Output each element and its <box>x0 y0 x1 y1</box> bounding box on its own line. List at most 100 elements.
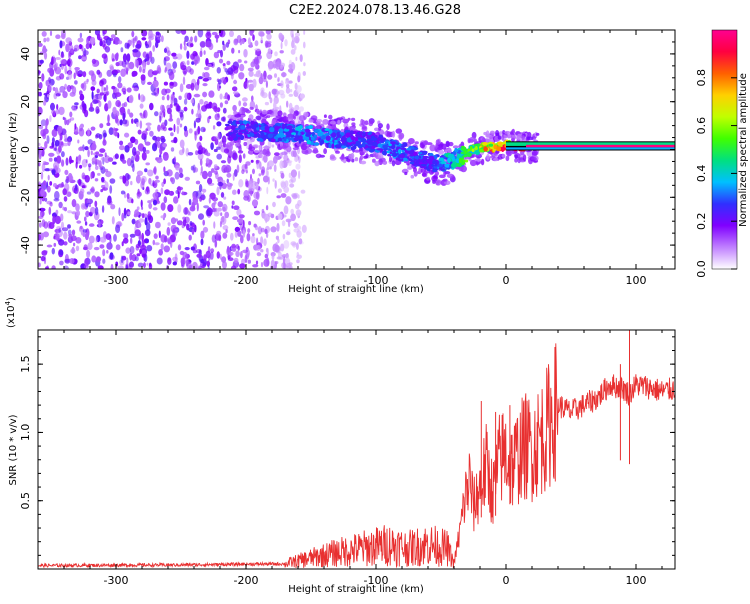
noise-speckle <box>219 221 222 228</box>
snr-scale-prefix: (x10 <box>6 305 17 328</box>
noise-speckle <box>200 238 204 246</box>
ridge-halo <box>323 114 327 118</box>
ridge-halo <box>234 114 242 118</box>
noise-speckle <box>264 228 268 234</box>
noise-speckle <box>97 172 101 176</box>
noise-speckle <box>195 190 202 199</box>
ridge-point <box>456 158 460 164</box>
noise-speckle <box>183 125 188 132</box>
noise-speckle <box>207 177 213 185</box>
noise-speckle <box>49 115 52 123</box>
noise-speckle <box>189 68 194 75</box>
noise-speckle <box>192 250 198 254</box>
noise-speckle <box>86 191 92 195</box>
noise-speckle <box>222 63 226 67</box>
noise-speckle <box>163 178 167 185</box>
noise-speckle <box>105 233 112 241</box>
noise-speckle <box>114 53 119 62</box>
noise-speckle <box>271 254 275 261</box>
noise-speckle <box>207 76 212 81</box>
noise-speckle <box>289 183 295 188</box>
noise-speckle <box>199 158 203 166</box>
noise-speckle <box>179 83 184 93</box>
noise-speckle <box>74 102 79 106</box>
noise-speckle <box>120 190 126 195</box>
noise-speckle <box>150 56 155 64</box>
noise-speckle <box>91 71 94 77</box>
noise-speckle <box>44 141 48 149</box>
noise-speckle <box>258 153 263 159</box>
noise-speckle <box>247 259 251 264</box>
noise-speckle <box>54 62 58 69</box>
noise-speckle <box>58 145 62 153</box>
ridge-halo <box>336 117 344 121</box>
noise-speckle <box>131 70 138 77</box>
noise-speckle <box>255 260 259 265</box>
noise-speckle <box>91 79 97 86</box>
noise-speckle <box>66 187 69 197</box>
noise-speckle <box>217 82 221 92</box>
noise-speckle <box>190 53 195 60</box>
ridge-point <box>336 131 341 137</box>
noise-speckle <box>40 255 46 262</box>
noise-speckle <box>263 154 268 163</box>
noise-speckle <box>237 230 242 237</box>
ridge-point <box>440 161 447 165</box>
noise-speckle <box>99 40 103 47</box>
noise-speckle <box>190 99 194 104</box>
noise-speckle <box>287 68 294 73</box>
noise-speckle <box>77 155 81 165</box>
noise-speckle <box>123 111 127 118</box>
noise-speckle <box>216 230 222 236</box>
ridge-halo <box>435 171 439 176</box>
noise-speckle <box>296 252 299 257</box>
noise-speckle <box>77 37 84 43</box>
noise-speckle <box>193 120 196 129</box>
noise-speckle <box>106 69 113 77</box>
noise-speckle <box>257 177 260 184</box>
noise-speckle <box>115 69 121 74</box>
noise-speckle <box>167 204 174 213</box>
noise-speckle <box>53 183 57 188</box>
noise-speckle <box>217 132 221 141</box>
noise-speckle <box>59 249 64 256</box>
ridge-halo <box>277 110 283 117</box>
noise-speckle <box>183 40 186 47</box>
noise-speckle <box>202 219 205 226</box>
noise-speckle <box>87 149 90 158</box>
ridge-point <box>354 137 359 142</box>
ridge-point <box>317 131 323 137</box>
ridge-halo <box>445 140 450 148</box>
noise-speckle <box>163 48 168 53</box>
noise-speckle <box>40 188 45 197</box>
spectrogram-y-label: Frequency (Hz) <box>8 112 19 188</box>
noise-speckle <box>145 122 152 126</box>
noise-speckle <box>85 43 90 50</box>
noise-speckle <box>213 148 218 153</box>
noise-speckle <box>86 249 91 259</box>
noise-speckle <box>207 264 210 269</box>
ridge-point <box>428 156 432 160</box>
noise-speckle <box>67 70 73 80</box>
noise-speckle <box>145 162 150 166</box>
noise-speckle <box>96 33 101 41</box>
noise-speckle <box>141 151 147 161</box>
noise-speckle <box>137 222 142 228</box>
noise-speckle <box>132 49 139 53</box>
noise-speckle <box>295 37 300 44</box>
ridge-halo <box>383 131 388 135</box>
noise-speckle <box>82 232 86 238</box>
noise-speckle <box>56 155 62 164</box>
noise-speckle <box>274 51 278 57</box>
noise-speckle <box>152 207 158 211</box>
noise-speckle <box>155 40 159 49</box>
ridge-point <box>235 121 240 125</box>
noise-speckle <box>244 60 248 64</box>
noise-speckle <box>301 224 307 233</box>
ridge-halo <box>348 154 353 161</box>
noise-speckle <box>232 152 238 161</box>
noise-speckle <box>288 64 293 69</box>
noise-speckle <box>185 84 193 89</box>
noise-speckle <box>63 265 69 269</box>
noise-speckle <box>203 254 207 261</box>
